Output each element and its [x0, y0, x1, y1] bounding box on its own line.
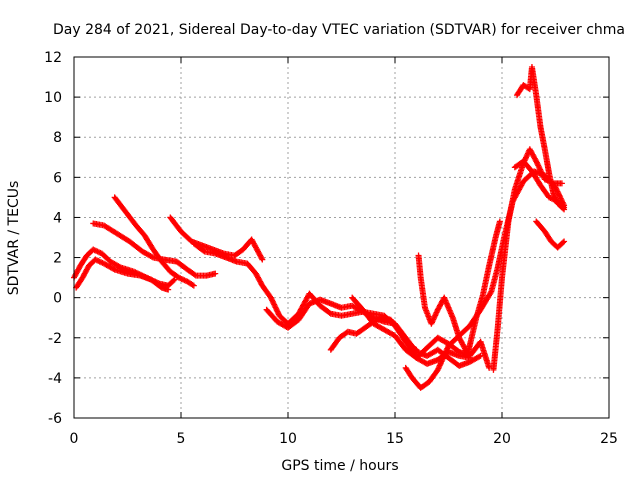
y-tick-label: -2 [48, 331, 62, 347]
y-tick-label: 6 [53, 170, 62, 186]
data-series-track-11 [415, 218, 503, 357]
chart-title: Day 284 of 2021, Sidereal Day-to-day VTE… [53, 22, 625, 38]
data-series-track-12 [490, 146, 565, 373]
data-series-track-3 [90, 220, 219, 279]
data-point [148, 253, 155, 260]
data-point [466, 354, 473, 361]
data-point [259, 256, 266, 263]
data-point [326, 309, 333, 316]
data-series-track-4 [111, 194, 197, 289]
x-tick-label: 25 [600, 431, 618, 447]
x-tick-label: 15 [386, 431, 404, 447]
y-tick-label: 12 [44, 50, 62, 66]
x-tick-label: 5 [177, 431, 186, 447]
data-series-track-15 [533, 218, 568, 251]
y-tick-label: 8 [53, 130, 62, 146]
data-point [561, 204, 568, 211]
data-point [212, 270, 219, 277]
data-point [189, 281, 196, 288]
data-series-track-10 [402, 168, 568, 391]
data-point [165, 286, 172, 293]
data-markers [71, 64, 568, 391]
x-tick-label: 20 [493, 431, 511, 447]
data-series-track-8 [327, 314, 420, 353]
data-point [110, 265, 117, 272]
y-tick-label: -6 [48, 411, 62, 427]
data-point [559, 239, 566, 246]
data-point [412, 345, 419, 352]
data-point [170, 277, 177, 284]
y-axis-label: SDTVAR / TECUs [6, 181, 22, 296]
axis-ticks: 0 5 10 15 20 25 -6 -4 -2 0 2 4 6 8 10 12 [44, 50, 618, 447]
x-tick-label: 0 [70, 431, 79, 447]
grid-lines [74, 57, 609, 418]
data-point [561, 238, 568, 245]
data-series-track-14 [511, 158, 568, 211]
data-point [558, 180, 565, 187]
data-point [559, 203, 566, 210]
y-tick-label: 2 [53, 251, 62, 267]
y-tick-label: 10 [44, 90, 62, 106]
data-point [191, 271, 198, 278]
data-point [413, 346, 420, 353]
data-point [258, 255, 265, 262]
data-point [190, 282, 197, 289]
y-tick-label: -4 [48, 371, 62, 387]
data-series-track-9 [349, 294, 473, 367]
data-point [496, 218, 503, 225]
y-tick-label: 4 [53, 210, 62, 226]
data-point [487, 289, 494, 296]
y-tick-label: 0 [53, 291, 62, 307]
data-point [200, 247, 207, 254]
data-series-track-2 [73, 256, 172, 293]
x-tick-label: 10 [279, 431, 297, 447]
x-axis-label: GPS time / hours [281, 458, 398, 474]
plot-frame [73, 56, 610, 419]
data-point [476, 353, 483, 360]
